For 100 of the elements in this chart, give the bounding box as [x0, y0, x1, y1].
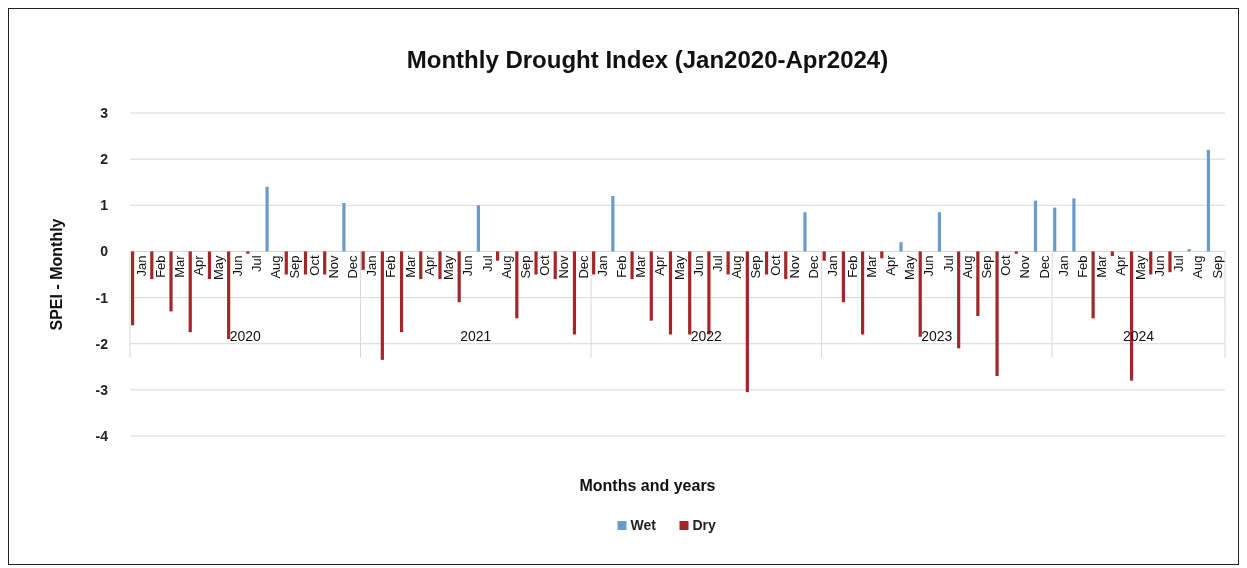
y-tick-label: 2 — [100, 151, 109, 168]
bar — [1053, 207, 1057, 252]
x-tick-label: Oct — [306, 255, 322, 276]
bar — [918, 251, 922, 337]
x-tick-label: Feb — [152, 255, 168, 278]
y-tick-label: 0 — [100, 243, 109, 260]
x-tick-label: Dec — [575, 254, 591, 279]
x-tick-label: Nov — [1017, 254, 1033, 279]
bar — [284, 251, 288, 275]
x-tick-label: Feb — [844, 255, 860, 278]
bar — [572, 251, 577, 335]
x-tick-label: Mar — [1094, 254, 1110, 278]
bar — [380, 251, 384, 360]
x-tick-label: Dec — [1036, 254, 1052, 279]
bar — [880, 251, 884, 259]
bar — [822, 251, 826, 261]
x-tick-label: Jul — [479, 255, 495, 273]
bar — [1149, 251, 1153, 275]
x-tick-label: Aug — [729, 255, 745, 279]
x-tick-label: Mar — [402, 254, 418, 278]
legend-label: Wet — [630, 517, 657, 533]
x-tick-label: Nov — [325, 254, 341, 279]
bar — [227, 251, 231, 340]
x-tick-label: Apr — [882, 254, 898, 276]
bar — [188, 251, 192, 333]
bar — [937, 212, 942, 252]
bar — [207, 251, 212, 280]
bar — [150, 251, 154, 280]
bar — [265, 186, 269, 252]
bar — [438, 251, 442, 280]
x-tick-label: Jul — [710, 255, 726, 273]
x-tick-label: Nov — [556, 254, 572, 279]
bar — [496, 251, 500, 261]
x-tick-label: Jul — [248, 255, 264, 273]
bar — [323, 251, 327, 275]
x-tick-label: Jan — [594, 255, 610, 277]
x-tick-label: Jul — [1171, 255, 1187, 273]
bar — [246, 251, 250, 254]
x-tick-label: Jan — [825, 255, 841, 277]
x-tick-label: Nov — [786, 254, 802, 279]
bar — [1091, 251, 1095, 319]
x-tick-label: Aug — [1190, 255, 1206, 279]
x-tick-label: Sep — [517, 255, 533, 279]
x-tick-label: Apr — [1113, 254, 1129, 276]
y-tick-label: -3 — [95, 381, 109, 398]
chart-title: Monthly Drought Index (Jan2020-Apr2024) — [406, 46, 889, 73]
y-tick-label: -2 — [95, 335, 109, 352]
x-tick-label: Mar — [172, 254, 188, 278]
bar — [534, 251, 538, 275]
bar — [131, 251, 135, 326]
x-tick-label: Aug — [959, 255, 975, 279]
bar — [803, 212, 807, 252]
bar — [1072, 198, 1076, 252]
x-tick-label: Sep — [748, 255, 764, 279]
bar — [1110, 251, 1114, 257]
bar — [342, 202, 346, 252]
x-tick-label: Jan — [133, 255, 149, 277]
bar — [899, 242, 903, 252]
bar — [976, 251, 980, 317]
bar — [303, 251, 308, 275]
x-tick-label: Jun — [1151, 255, 1167, 277]
annotation: 2022 — [690, 327, 723, 344]
x-tick-label: Aug — [268, 255, 284, 279]
x-tick-label: Feb — [1075, 255, 1091, 278]
bar — [726, 251, 730, 275]
bar — [1168, 251, 1172, 273]
bar — [764, 251, 769, 275]
x-tick-label: Dec — [345, 254, 361, 279]
bar — [1033, 200, 1038, 252]
x-tick-label: Oct — [537, 255, 553, 276]
x-tick-label: Sep — [1209, 255, 1225, 279]
x-tick-label: Jan — [1055, 255, 1071, 277]
x-tick-label: May — [210, 254, 226, 280]
bar — [592, 251, 596, 275]
bar — [1206, 149, 1210, 252]
y-axis-title: SPEI - Monthly — [48, 218, 65, 331]
x-tick-label: May — [902, 254, 918, 280]
x-tick-label: Apr — [191, 254, 207, 276]
y-tick-label: 3 — [100, 105, 109, 121]
x-tick-label: Jun — [690, 255, 706, 277]
x-tick-label: Jul — [940, 255, 956, 273]
bar — [1014, 251, 1018, 254]
y-tick-label: -1 — [95, 289, 109, 306]
x-tick-label: May — [1132, 254, 1148, 280]
bar — [784, 251, 788, 280]
y-tick-label: 1 — [100, 197, 109, 214]
y-tick-label: -4 — [95, 428, 109, 444]
bar — [841, 251, 845, 303]
x-tick-label: Apr — [421, 254, 437, 276]
x-tick-label: Sep — [978, 255, 994, 279]
x-tick-label: Apr — [652, 254, 668, 276]
x-tick-label: Jun — [921, 255, 937, 277]
bar — [419, 251, 423, 280]
bar — [688, 251, 692, 335]
bar — [457, 251, 461, 303]
x-tick-label: Feb — [613, 255, 629, 278]
x-tick-label: Oct — [998, 255, 1014, 276]
x-tick-label: Jun — [229, 255, 245, 277]
x-tick-label: Aug — [498, 255, 514, 279]
bar — [361, 251, 365, 270]
